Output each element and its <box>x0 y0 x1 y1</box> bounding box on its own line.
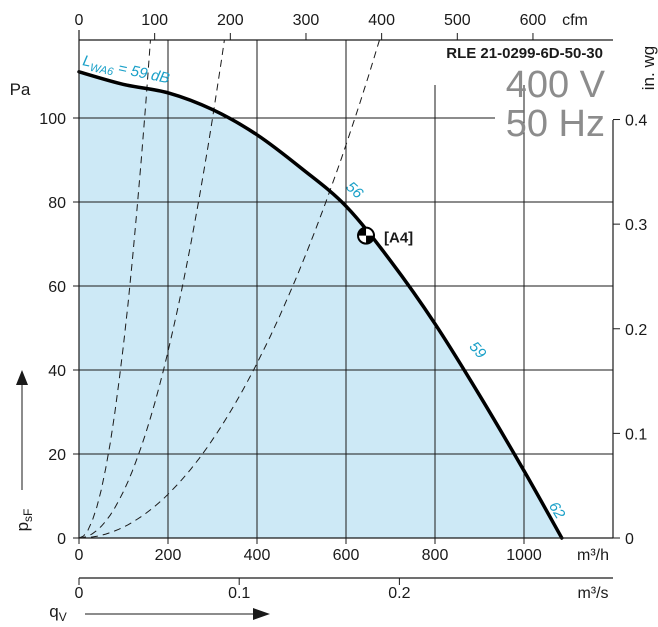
tick-label-m3h: 200 <box>155 547 182 564</box>
model-label: RLE 21-0299-6D-50-30 <box>446 45 603 62</box>
unit-m3h: m³/h <box>577 547 609 564</box>
tick-label-cfm: 300 <box>293 12 320 29</box>
tick-label-cfm: 400 <box>368 12 395 29</box>
voltage-label: 400 V <box>506 64 606 106</box>
axes <box>16 30 620 620</box>
y-arrow-head <box>16 370 28 385</box>
operating-point-marker <box>357 226 376 245</box>
curve-fill <box>79 71 562 539</box>
tick-label-inwg: 0.1 <box>625 426 647 443</box>
tick-label-pa: 40 <box>48 363 66 380</box>
tick-label-m3h: 800 <box>422 547 449 564</box>
frequency-label: 50 Hz <box>506 103 605 145</box>
tick-label-inwg: 0.4 <box>625 113 647 130</box>
performance-curve <box>77 70 564 540</box>
tick-label-m3h: 400 <box>244 547 271 564</box>
tick-label-pa: 100 <box>39 111 66 128</box>
fan-curve-line <box>77 70 564 540</box>
tick-label-inwg: 0.2 <box>625 322 647 339</box>
tick-label-m3h: 0 <box>75 547 84 564</box>
system-curve <box>79 40 151 538</box>
tick-label-m3h: 600 <box>333 547 360 564</box>
tick-label-inwg: 0 <box>625 531 634 548</box>
tick-label-cfm: 200 <box>217 12 244 29</box>
operating-point-label: [A4] <box>384 230 413 247</box>
tick-label-inwg: 0.3 <box>625 217 647 234</box>
tick-label-cfm: 600 <box>520 12 547 29</box>
tick-label-pa: 0 <box>57 531 66 548</box>
system-curve <box>79 40 381 538</box>
tick-label-m3s: 0 <box>75 585 84 602</box>
curve-fill-area <box>79 71 562 539</box>
unit-pa: Pa <box>10 80 31 99</box>
y-quantity-label: psF <box>13 509 35 532</box>
system-curves <box>79 40 381 538</box>
sound-level-59: 59 <box>466 338 490 362</box>
tick-label-cfm: 100 <box>141 12 168 29</box>
tick-label-m3s: 0.1 <box>228 585 250 602</box>
unit-m3s: m³/s <box>577 585 608 602</box>
unit-inwg: in. wg <box>639 46 658 90</box>
tick-label-m3h: 1000 <box>506 547 542 564</box>
tick-label-cfm: 500 <box>444 12 471 29</box>
x-arrow-head <box>253 608 270 620</box>
tick-label-m3s: 0.2 <box>388 585 410 602</box>
x-quantity-label: qV <box>49 602 66 624</box>
tick-label-cfm: 0 <box>75 12 84 29</box>
system-curve <box>79 40 225 538</box>
tick-label-pa: 80 <box>48 195 66 212</box>
unit-cfm: cfm <box>562 12 588 29</box>
tick-label-pa: 60 <box>48 279 66 296</box>
tick-label-pa: 20 <box>48 447 66 464</box>
grid <box>79 40 613 538</box>
